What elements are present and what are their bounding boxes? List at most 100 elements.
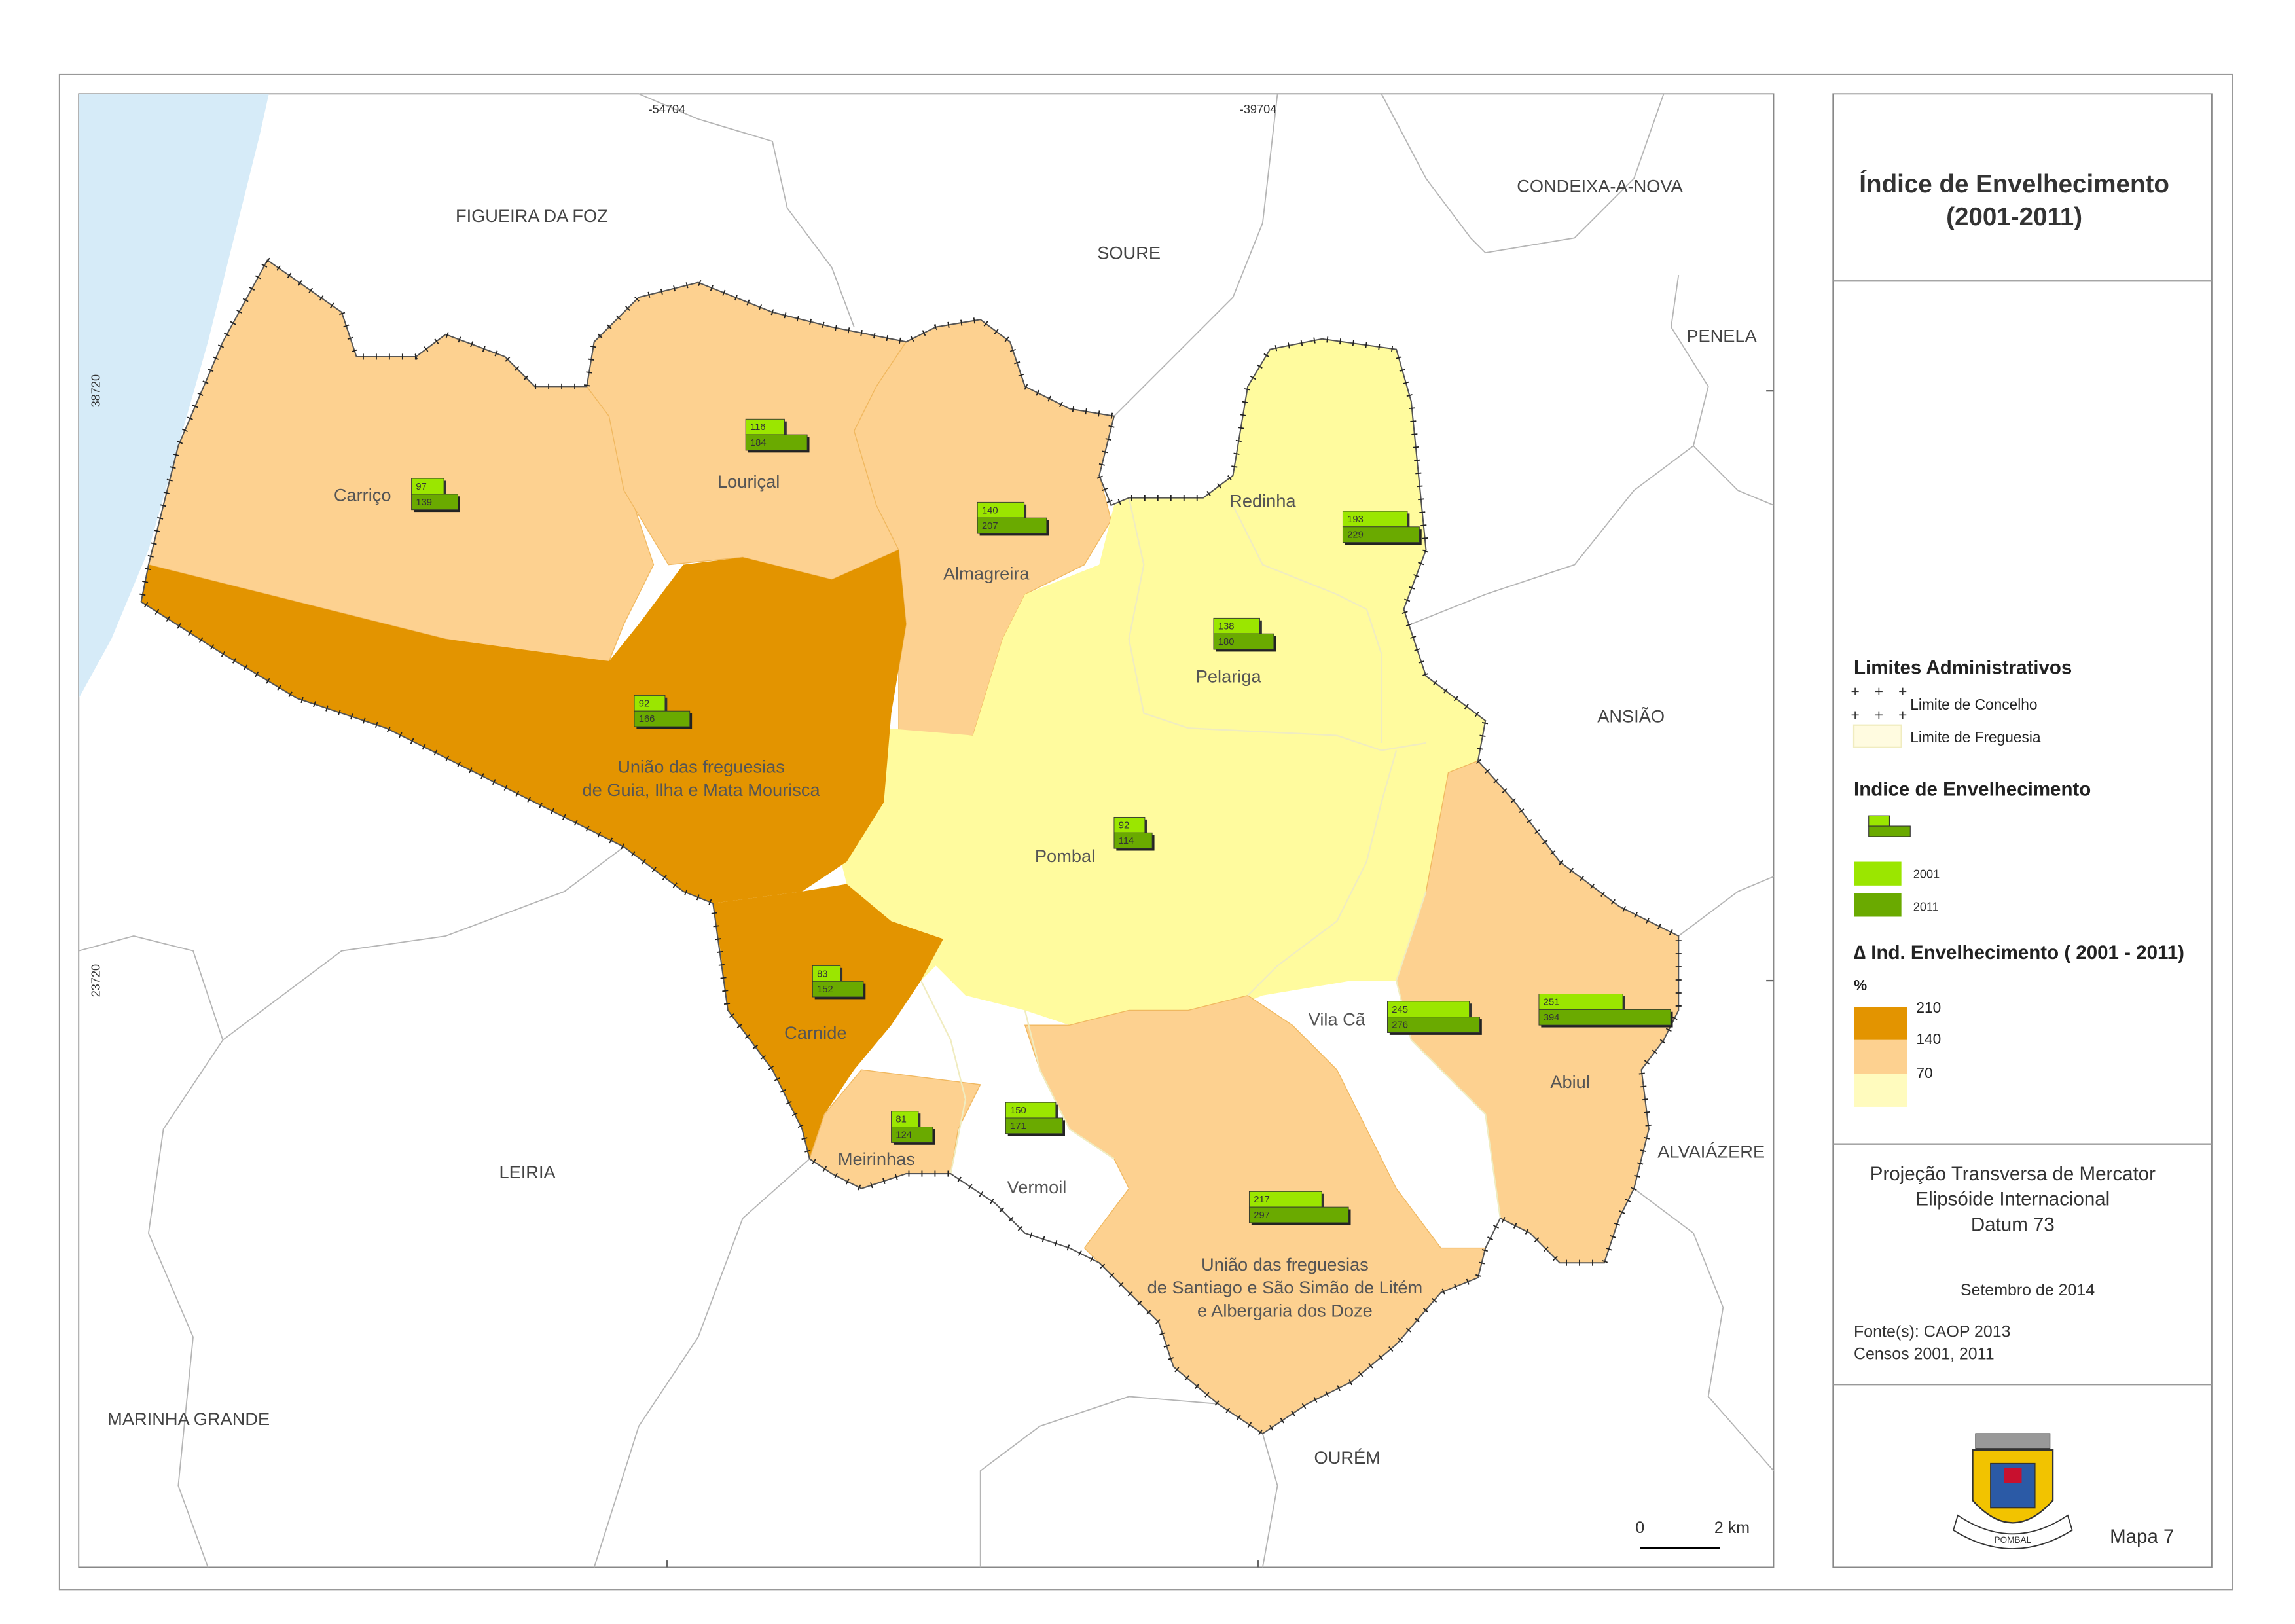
- source: Fonte(s): CAOP 2013: [1854, 1322, 2010, 1341]
- value-2001: 193: [1347, 514, 1364, 525]
- neighbor-label: CONDEIXA-A-NOVA: [1517, 175, 1683, 196]
- index-bars: 217 297: [1248, 1191, 1351, 1225]
- map-number: Mapa 7: [2110, 1526, 2174, 1547]
- swatch-2011: [1854, 893, 1902, 917]
- swatch-2001: [1854, 861, 1902, 886]
- legend-heading: ∆ Ind. Envelhecimento ( 2001 - 2011): [1854, 942, 2184, 964]
- value-2011: 114: [1119, 836, 1134, 846]
- bar-2011: [1005, 1117, 1064, 1134]
- projection: Elipsóide Internacional: [1915, 1189, 2110, 1210]
- value-2001: 92: [1119, 820, 1129, 831]
- freguesia-symbol: [1852, 724, 1902, 748]
- parish-area: [713, 884, 943, 1159]
- value-2011: 166: [639, 714, 655, 725]
- scale-end: 2 km: [1714, 1519, 1750, 1537]
- svg-text:+: +: [1898, 683, 1907, 700]
- concelho-symbol: + + + + + +: [1851, 683, 1907, 723]
- bar-2011: [1213, 633, 1274, 650]
- parish-name: de Santiago e São Simão de Litém: [1148, 1277, 1423, 1297]
- neighbor-label: MARINHA GRANDE: [107, 1409, 270, 1429]
- value-2011: 207: [982, 521, 998, 532]
- value-2001: 97: [416, 482, 426, 492]
- class-label: 70: [1916, 1064, 1932, 1081]
- value-2001: 92: [639, 698, 649, 709]
- concelho-ticks: [137, 255, 1682, 1437]
- svg-text:+: +: [1898, 706, 1907, 723]
- value-2011: 394: [1544, 1013, 1560, 1023]
- value-2001: 150: [1010, 1106, 1026, 1116]
- neighbor-label: ALVAIÁZERE: [1657, 1141, 1765, 1161]
- index-bars: 81 124: [891, 1111, 935, 1145]
- neighbor-label: ANSIÃO: [1597, 706, 1665, 727]
- index-bars: 138 180: [1213, 617, 1276, 652]
- bar-2011: [634, 710, 691, 727]
- parish-name: União das freguesias: [1201, 1254, 1369, 1274]
- parish-name: Vermoil: [1007, 1177, 1067, 1197]
- legend-label: Limite de Concelho: [1910, 696, 2037, 713]
- class-label: 210: [1916, 999, 1941, 1016]
- neighbor-label: FIGUEIRA DA FOZ: [456, 206, 608, 226]
- projection: Datum 73: [1971, 1214, 2055, 1235]
- legend-panel: Índice de Envelhecimento (2001-2011) Lim…: [1832, 93, 2213, 1568]
- value-2011: 276: [1392, 1020, 1408, 1031]
- parish-name: de Guia, Ilha e Mata Mourisca: [583, 780, 821, 800]
- date: Setembro de 2014: [1961, 1281, 2095, 1299]
- neighbor-label: SOURE: [1097, 243, 1161, 263]
- bar-2011: [745, 434, 808, 451]
- value-2001: 138: [1218, 621, 1235, 632]
- index-bars: 92 114: [1113, 816, 1155, 851]
- svg-text:+: +: [1875, 706, 1883, 723]
- bar-2011: [1248, 1206, 1349, 1223]
- neighbor-boundaries: [79, 93, 1775, 1568]
- projection: Projeção Transversa de Mercator: [1870, 1163, 2156, 1185]
- value-2001: 83: [817, 969, 827, 979]
- value-2001: 140: [982, 505, 998, 516]
- index-bars: 83 152: [812, 965, 866, 1000]
- legend-label: 2011: [1913, 901, 1939, 914]
- value-2011: 297: [1254, 1210, 1270, 1221]
- legend-label: 2001: [1913, 868, 1940, 881]
- svg-text:+: +: [1851, 683, 1859, 700]
- parish-boundaries: [920, 497, 1502, 1219]
- svg-text:+: +: [1875, 683, 1883, 700]
- sea: [79, 94, 269, 698]
- parish-name: União das freguesias: [617, 757, 785, 777]
- value-2011: 180: [1218, 637, 1235, 647]
- legend-unit: %: [1854, 977, 1867, 994]
- crest: POMBAL: [1953, 1433, 2073, 1549]
- parish-name: Almagreira: [943, 564, 1030, 584]
- value-2011: 229: [1347, 530, 1364, 541]
- parish-area: [839, 338, 1486, 1026]
- parish-name: Meirinhas: [838, 1149, 915, 1169]
- parish-name: Pelariga: [1196, 666, 1262, 686]
- bar-2011: [1113, 832, 1153, 849]
- legend-heading: Limites Administrativos: [1854, 657, 2072, 678]
- value-2001: 217: [1254, 1195, 1270, 1205]
- bar-2011: [812, 981, 864, 998]
- grid-coordinate: -39704: [1240, 103, 1276, 116]
- bar-2011: [977, 517, 1047, 534]
- parish-name: e Albergaria dos Doze: [1197, 1300, 1373, 1320]
- source: Censos 2001, 2011: [1854, 1345, 1995, 1363]
- neighbor-labels: FIGUEIRA DA FOZ SOURE CONDEIXA-A-NOVA PENEL…: [107, 175, 1765, 1467]
- value-2011: 139: [416, 497, 432, 508]
- legend-label: Limite de Freguesia: [1910, 729, 2041, 746]
- bar-2011: [1342, 526, 1420, 543]
- bar-2011: [1387, 1017, 1480, 1033]
- bar-2011: [411, 494, 459, 511]
- grid-coordinate: 23720: [89, 964, 102, 997]
- svg-text:+: +: [1851, 706, 1859, 723]
- legend-heading: Indice de Envelhecimento: [1854, 778, 2091, 800]
- parish-name: Vila Cã: [1309, 1009, 1366, 1030]
- value-2001: 251: [1544, 997, 1560, 1007]
- index-bars: 97 139: [411, 478, 460, 513]
- value-2001: 245: [1392, 1005, 1408, 1015]
- neighbor-label: PENELA: [1686, 326, 1757, 346]
- grid-coordinate: 38720: [89, 374, 102, 407]
- value-2001: 116: [750, 422, 766, 433]
- parish-name: Carnide: [784, 1022, 846, 1043]
- class-label: 140: [1916, 1030, 1941, 1047]
- crest-label: POMBAL: [1994, 1535, 2031, 1545]
